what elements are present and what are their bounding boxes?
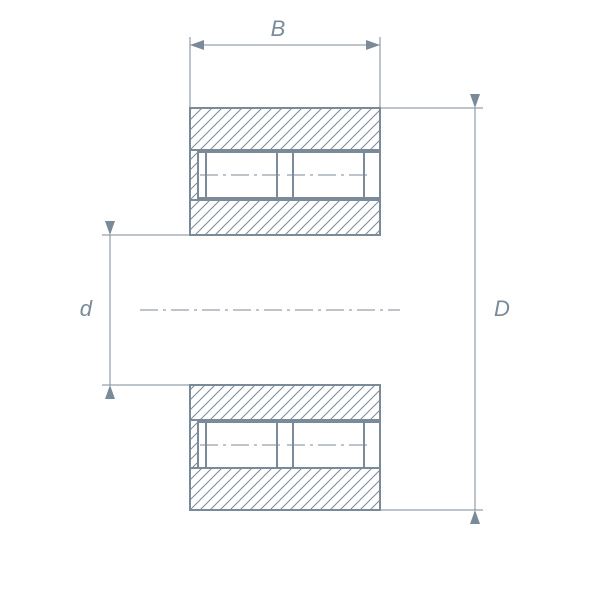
dim-label-B: B <box>271 16 286 41</box>
dim-label-D: D <box>494 296 510 321</box>
bearing-diagram: B Dd <box>0 0 600 600</box>
dim-label-d: d <box>80 296 93 321</box>
